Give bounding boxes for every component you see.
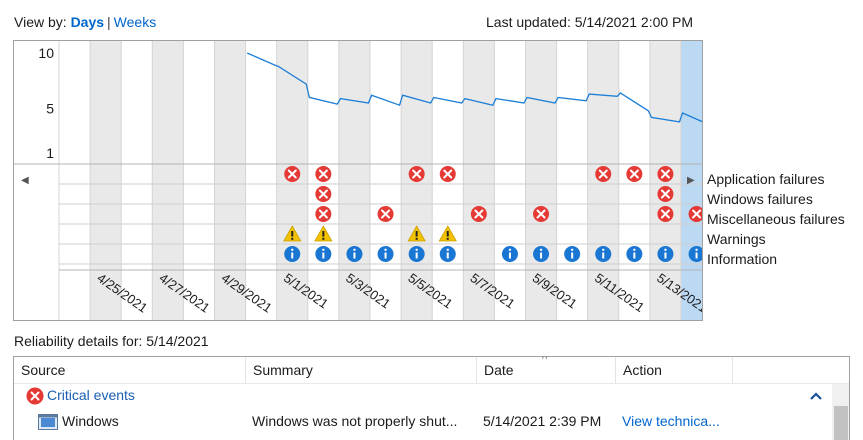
- error-icon-x: [660, 189, 670, 199]
- error-icon-x: [660, 169, 670, 179]
- details-scrollbar[interactable]: [832, 384, 849, 440]
- error-icon-x: [443, 169, 453, 179]
- group-critical-events[interactable]: Critical events: [14, 384, 832, 408]
- warning-icon-dot: [322, 237, 325, 240]
- day-column-shade: [338, 41, 370, 320]
- row-summary: Windows was not properly shut...: [252, 413, 458, 429]
- table-row[interactable]: Windows Windows was not properly shut...…: [14, 409, 832, 435]
- error-icon-x: [318, 189, 328, 199]
- view-weeks-link[interactable]: Weeks: [113, 14, 157, 30]
- reliability-details-title: Reliability details for: 5/14/2021: [14, 333, 209, 349]
- error-icon-x: [287, 169, 297, 179]
- info-icon-dot: [446, 248, 449, 251]
- info-icon-dot: [695, 248, 698, 251]
- warning-icon-dot: [446, 237, 449, 240]
- info-icon-dot: [633, 248, 636, 251]
- info-icon-bar: [415, 252, 418, 259]
- error-icon-x: [381, 209, 391, 219]
- legend-misc-failures: Miscellaneous failures: [707, 211, 845, 227]
- chart-scroll-right-icon[interactable]: ▶: [687, 175, 695, 186]
- view-by-bar: View by: Days | Weeks: [14, 14, 156, 30]
- stability-index-line: [246, 52, 711, 126]
- warning-icon-bar: [415, 231, 418, 237]
- day-column-shade: [152, 41, 184, 320]
- legend-warnings: Warnings: [707, 231, 766, 247]
- info-icon-dot: [353, 248, 356, 251]
- view-technical-details-link[interactable]: View technica...: [622, 413, 720, 429]
- day-column-shade: [214, 41, 246, 320]
- collapse-group-icon[interactable]: [810, 392, 822, 400]
- critical-error-icon: [26, 387, 44, 405]
- row-date: 5/14/2021 2:39 PM: [483, 413, 602, 429]
- info-icon-bar: [322, 252, 325, 259]
- info-icon-bar: [508, 252, 511, 259]
- info-icon-bar: [540, 252, 543, 259]
- day-column-shade: [90, 41, 122, 320]
- info-icon-dot: [415, 248, 418, 251]
- clipped-top-text: [0, 0, 863, 6]
- info-icon-bar: [695, 252, 698, 259]
- info-icon-dot: [570, 248, 574, 251]
- info-icon-dot: [602, 248, 605, 251]
- info-icon-bar: [571, 252, 574, 259]
- info-icon-dot: [664, 248, 667, 251]
- legend-information: Information: [707, 251, 778, 267]
- details-scrollbar-thumb[interactable]: [834, 406, 848, 440]
- column-header-summary[interactable]: Summary: [246, 357, 477, 383]
- legend-application-failures: Application failures: [707, 171, 825, 187]
- info-icon-dot: [322, 248, 325, 251]
- y-tick-label: 5: [46, 101, 54, 117]
- warning-icon-bar: [446, 231, 449, 237]
- day-column-shade: [463, 41, 495, 320]
- y-tick-label: 1: [46, 145, 54, 161]
- chart-scroll-left-icon[interactable]: ◀: [21, 175, 29, 186]
- header-divider: [14, 383, 849, 384]
- info-icon-bar: [446, 252, 449, 259]
- reliability-chart[interactable]: 10 5 1 4/25/2021 4/27/2021 4/29/2021 5/1/2021 5…: [13, 40, 713, 321]
- view-separator: |: [107, 14, 111, 30]
- error-icon-x: [318, 209, 328, 219]
- group-label: Critical events: [47, 387, 135, 403]
- details-table: Source Summary Date Action ^ Critical ev…: [13, 356, 850, 440]
- info-icon-bar: [384, 252, 387, 259]
- warning-icon-bar: [322, 231, 325, 237]
- column-header-date[interactable]: Date: [477, 357, 616, 383]
- error-icon-x: [536, 209, 546, 219]
- error-icon-x: [474, 209, 484, 219]
- legend-windows-failures: Windows failures: [707, 191, 813, 207]
- error-icon-x: [412, 169, 422, 179]
- info-icon-bar: [353, 252, 356, 259]
- warning-icon-dot: [291, 237, 294, 240]
- error-icon-x: [660, 209, 670, 219]
- error-icon-x: [692, 209, 702, 219]
- warning-icon-bar: [291, 231, 294, 237]
- warning-icon-dot: [415, 237, 418, 240]
- error-icon-x: [318, 169, 328, 179]
- info-icon-bar: [602, 252, 605, 259]
- y-tick-label: 10: [38, 45, 54, 61]
- info-icon-dot: [508, 248, 512, 251]
- info-icon-bar: [633, 252, 636, 259]
- column-header-action[interactable]: Action: [616, 357, 733, 383]
- row-source: Windows: [62, 413, 119, 429]
- sort-ascending-icon: ^: [542, 356, 548, 365]
- info-icon-bar: [664, 252, 667, 259]
- view-days-link[interactable]: Days: [70, 14, 105, 30]
- error-icon-x: [629, 169, 639, 179]
- info-icon-dot: [384, 248, 387, 251]
- view-by-label: View by:: [14, 14, 67, 30]
- info-icon-dot: [291, 248, 294, 251]
- error-icon-x: [598, 169, 608, 179]
- column-header-source[interactable]: Source: [14, 357, 246, 383]
- info-icon-bar: [291, 252, 294, 259]
- last-updated-text: Last updated: 5/14/2021 2:00 PM: [486, 14, 694, 30]
- windows-source-icon: [38, 414, 58, 430]
- info-icon-dot: [539, 248, 543, 251]
- day-column-shade: [525, 41, 557, 320]
